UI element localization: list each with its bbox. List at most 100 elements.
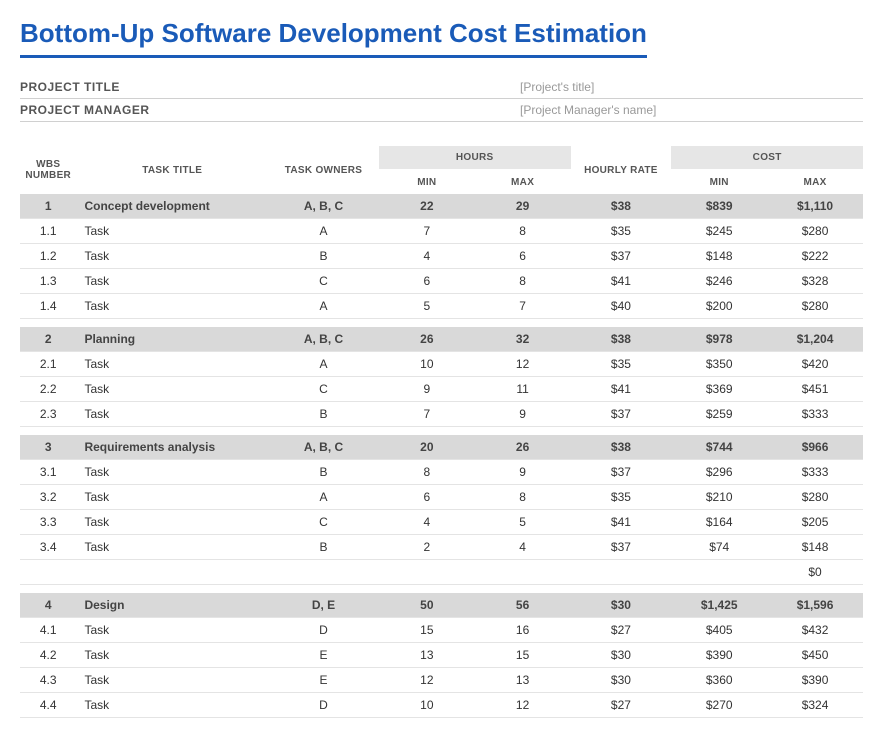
table-cell: $37 [571,460,672,485]
table-row: 3.1TaskB89$37$296$333 [20,460,863,485]
table-cell: E [268,668,379,693]
table-cell: $148 [671,244,767,269]
table-cell: $744 [671,435,767,460]
table-row: 4.3TaskE1213$30$360$390 [20,668,863,693]
table-cell: 29 [475,194,571,219]
table-cell: Task [76,377,268,402]
table-cell: 10 [379,352,475,377]
table-cell: 15 [475,643,571,668]
table-cell: 2.3 [20,402,76,427]
summary-row: 1Concept developmentA, B, C2229$38$839$1… [20,194,863,219]
th-hours-group: HOURS [379,146,571,170]
extra-row: $0 [20,560,863,585]
table-cell: Task [76,693,268,718]
table-cell: 7 [379,402,475,427]
table-cell: 13 [379,643,475,668]
table-row: 4.2TaskE1315$30$390$450 [20,643,863,668]
table-cell: C [268,377,379,402]
table-cell: $40 [571,294,672,319]
table-cell: $0 [767,560,863,585]
table-cell: $432 [767,618,863,643]
table-cell: $200 [671,294,767,319]
table-cell: 12 [475,352,571,377]
table-cell: A, B, C [268,327,379,352]
table-cell: 11 [475,377,571,402]
table-cell: $210 [671,485,767,510]
table-cell: $978 [671,327,767,352]
table-cell: A, B, C [268,194,379,219]
table-cell [268,560,379,585]
table-cell: B [268,244,379,269]
table-cell: $164 [671,510,767,535]
table-cell [76,560,268,585]
table-cell: D [268,618,379,643]
table-cell: $74 [671,535,767,560]
table-cell: 1.4 [20,294,76,319]
table-cell: 8 [475,485,571,510]
table-cell: 6 [379,269,475,294]
table-cell: Requirements analysis [76,435,268,460]
meta-project-title-label: PROJECT TITLE [20,80,520,94]
table-cell [571,560,672,585]
table-cell: $35 [571,485,672,510]
table-cell: Task [76,244,268,269]
table-cell: $35 [571,352,672,377]
table-row: 4.1TaskD1516$27$405$432 [20,618,863,643]
summary-row: 4DesignD, E5056$30$1,425$1,596 [20,593,863,618]
table-cell: $30 [571,643,672,668]
summary-row: 2PlanningA, B, C2632$38$978$1,204 [20,327,863,352]
table-cell: 7 [379,219,475,244]
table-cell: D [268,693,379,718]
table-cell: $222 [767,244,863,269]
table-cell: $246 [671,269,767,294]
table-cell [671,560,767,585]
table-cell: $350 [671,352,767,377]
table-cell: Task [76,643,268,668]
table-cell: $360 [671,668,767,693]
th-cost-max: MAX [767,170,863,194]
table-cell: 26 [475,435,571,460]
table-cell: $333 [767,402,863,427]
table-cell: A [268,485,379,510]
spacer-row [20,585,863,594]
table-cell: $37 [571,535,672,560]
estimation-table-wrap: WBS NUMBER TASK TITLE TASK OWNERS HOURS … [20,146,863,718]
table-cell: 15 [379,618,475,643]
spacer-row [20,427,863,436]
table-cell: 56 [475,593,571,618]
table-cell: 7 [475,294,571,319]
table-cell: $27 [571,618,672,643]
th-cost-group: COST [671,146,863,170]
table-row: 3.4TaskB24$37$74$148 [20,535,863,560]
table-cell: 50 [379,593,475,618]
table-cell [379,560,475,585]
table-cell: Planning [76,327,268,352]
table-cell: 4 [20,593,76,618]
table-cell: $1,596 [767,593,863,618]
table-body: 1Concept developmentA, B, C2229$38$839$1… [20,194,863,718]
table-cell: $41 [571,377,672,402]
table-row: 3.3TaskC45$41$164$205 [20,510,863,535]
th-hours-max: MAX [475,170,571,194]
table-cell: C [268,269,379,294]
meta-project-title-value: [Project's title] [520,80,594,94]
table-cell: 2.1 [20,352,76,377]
table-cell: 8 [475,219,571,244]
table-cell: $270 [671,693,767,718]
table-cell: $390 [671,643,767,668]
table-cell: $296 [671,460,767,485]
table-cell: 5 [379,294,475,319]
table-cell: B [268,402,379,427]
table-cell: 3.2 [20,485,76,510]
table-cell: Task [76,618,268,643]
table-cell: $1,204 [767,327,863,352]
table-cell: 2 [379,535,475,560]
table-cell: $41 [571,510,672,535]
table-cell: $38 [571,194,672,219]
table-cell: $41 [571,269,672,294]
table-cell: $839 [671,194,767,219]
table-cell: 9 [379,377,475,402]
th-task-owners: TASK OWNERS [268,146,379,194]
table-cell: $30 [571,593,672,618]
table-cell: E [268,643,379,668]
